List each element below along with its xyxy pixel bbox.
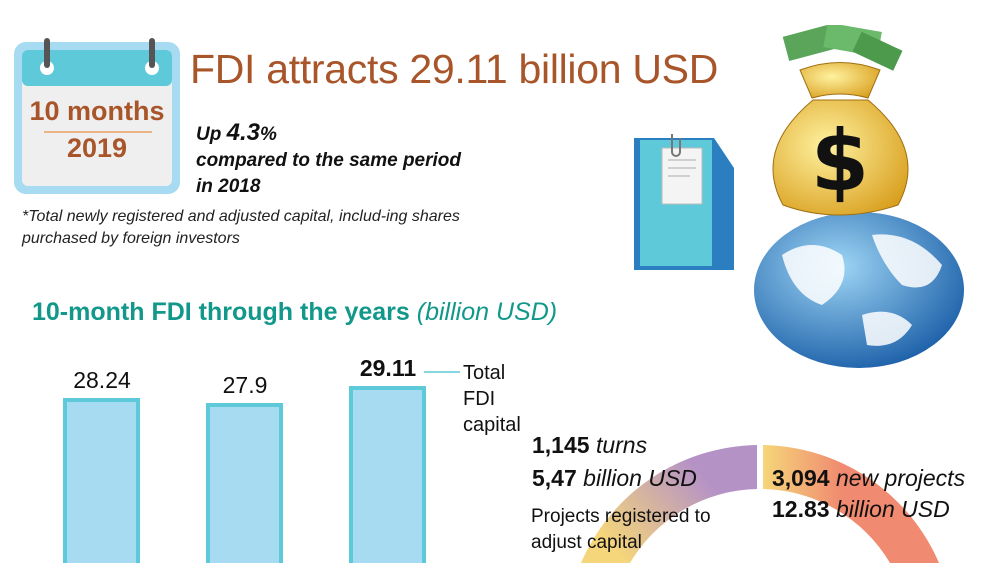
donut-segment-adjust <box>581 445 757 563</box>
chart-title-unit: (billion USD) <box>416 298 558 326</box>
adjust-label: Projects registered to adjust capital <box>531 506 711 553</box>
growth-summary: Up 4.3% compared to the same period in 2… <box>196 120 461 200</box>
bar-1 <box>206 402 283 563</box>
calendar-period: 10 months <box>29 96 165 126</box>
calendar-year: 2019 <box>66 133 128 163</box>
growth-value: 4.3 <box>226 119 260 146</box>
legend-line: FDI <box>463 388 496 410</box>
legend-line: capital <box>463 414 521 436</box>
growth-prefix: Up <box>196 124 222 145</box>
growth-line3: in 2018 <box>196 176 261 197</box>
bar-value-label: 27.9 <box>222 371 268 398</box>
svg-text:$: $ <box>811 112 869 210</box>
adjust-value: 5,47 billion USD <box>532 465 697 491</box>
legend-line: Total <box>463 362 506 384</box>
bar-value-label: 28.24 <box>73 367 131 394</box>
page-title: FDI attracts 29.11 billion USD <box>190 46 719 92</box>
new-count: 3,094 new projects <box>772 465 966 491</box>
growth-line2: compared to the same period <box>196 150 462 171</box>
donut-segment-new <box>763 445 939 563</box>
new-value: 12.83 billion USD <box>772 496 950 522</box>
growth-unit: % <box>259 124 277 145</box>
adjust-count: 1,145 turns <box>532 432 648 458</box>
chart-title: 10-month FDI through the years (billion … <box>32 298 557 327</box>
globe-icon <box>754 212 964 368</box>
folder-icon <box>634 134 734 270</box>
money-bag-icon: $ <box>772 25 909 216</box>
chart-legend: Total FDI capital <box>463 360 521 438</box>
bar-value-label: 29.11 <box>359 355 417 381</box>
bar-2 <box>349 386 426 563</box>
footnote: *Total newly registered and adjusted cap… <box>22 208 460 247</box>
legend-connector <box>424 371 460 373</box>
bar-0 <box>63 398 140 563</box>
chart-title-text: 10-month FDI through the years <box>32 298 410 326</box>
calendar-icon <box>14 38 180 194</box>
